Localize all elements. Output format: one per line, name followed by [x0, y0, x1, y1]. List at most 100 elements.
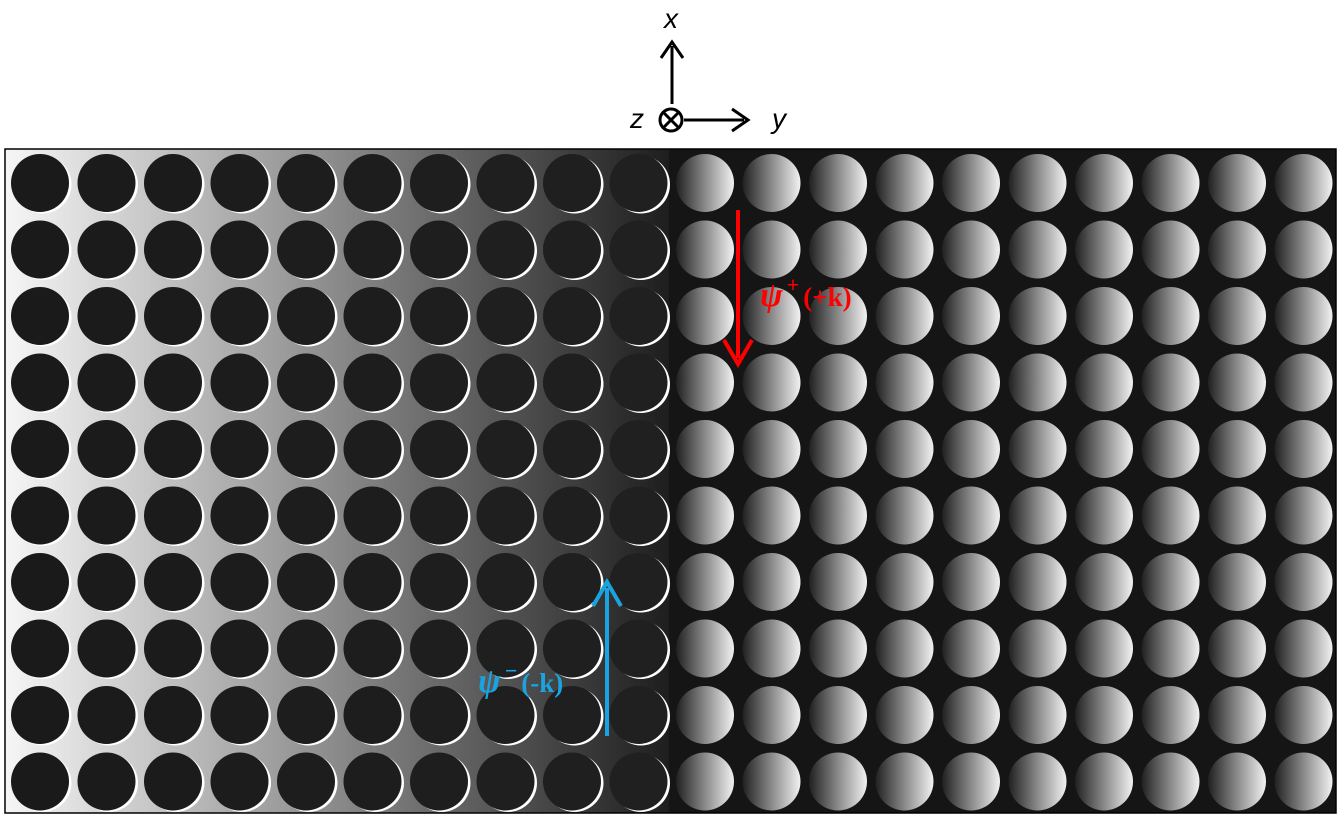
air-hole-right	[942, 619, 1000, 678]
air-hole-right	[1075, 420, 1133, 478]
forward-mode-wavevector: (+k)	[803, 282, 851, 312]
air-hole-left	[609, 486, 670, 546]
air-hole-left	[11, 287, 72, 347]
air-hole-right	[942, 220, 1000, 279]
air-hole-right	[809, 752, 867, 811]
air-hole-left	[77, 553, 138, 613]
air-hole-right	[742, 420, 801, 478]
air-hole-left	[11, 752, 72, 812]
air-hole-right	[1008, 154, 1067, 212]
air-hole-left	[144, 154, 205, 214]
z-axis-label: z	[629, 103, 644, 134]
air-hole-right	[1075, 220, 1133, 279]
air-hole-left	[543, 420, 604, 480]
air-hole-right	[942, 752, 1000, 811]
air-hole-right	[942, 486, 1000, 545]
air-hole-right	[1141, 752, 1200, 811]
air-hole-right	[875, 420, 934, 478]
air-hole-right	[1274, 287, 1333, 345]
air-hole-left	[210, 220, 271, 280]
air-hole-right	[875, 553, 934, 611]
air-hole-left	[210, 420, 271, 480]
air-hole-left	[210, 486, 271, 546]
air-hole-left	[343, 553, 404, 613]
air-hole-right	[676, 287, 734, 345]
air-hole-right	[1075, 619, 1133, 678]
forward-mode-label: ψ + (+k)	[760, 272, 852, 314]
air-hole-left	[77, 353, 138, 413]
air-hole-left	[476, 553, 537, 613]
air-hole-right	[1008, 686, 1067, 744]
air-hole-left	[410, 486, 471, 546]
backward-mode-wavevector: (-k)	[521, 668, 563, 698]
air-hole-right	[1008, 752, 1067, 811]
air-hole-left	[343, 752, 404, 812]
air-hole-left	[11, 486, 72, 546]
air-hole-left	[11, 154, 72, 214]
air-hole-right	[1208, 553, 1266, 611]
air-hole-right	[742, 353, 801, 412]
air-hole-right	[742, 220, 801, 279]
air-hole-left	[609, 619, 670, 679]
air-hole-left	[277, 553, 338, 613]
air-hole-right	[875, 486, 934, 545]
air-hole-left	[77, 287, 138, 347]
air-hole-left	[543, 553, 604, 613]
air-hole-right	[1141, 486, 1200, 545]
air-hole-right	[1274, 486, 1333, 545]
air-hole-left	[476, 486, 537, 546]
air-hole-left	[543, 353, 604, 413]
air-hole-left	[144, 619, 205, 679]
air-hole-right	[1075, 154, 1133, 212]
air-hole-right	[742, 287, 801, 345]
air-hole-right	[875, 353, 934, 412]
air-hole-left	[277, 752, 338, 812]
air-hole-left	[144, 486, 205, 546]
air-hole-right	[676, 686, 734, 744]
air-hole-left	[543, 287, 604, 347]
air-hole-right	[742, 619, 801, 678]
air-hole-right	[676, 619, 734, 678]
air-hole-right	[1075, 752, 1133, 811]
air-hole-left	[277, 619, 338, 679]
air-hole-left	[210, 752, 271, 812]
air-hole-left	[410, 752, 471, 812]
backward-mode: ψ − (-k)	[478, 578, 623, 736]
air-hole-left	[609, 353, 670, 413]
backward-mode-superscript: −	[505, 658, 518, 683]
air-hole-left	[543, 486, 604, 546]
air-hole-right	[1208, 619, 1266, 678]
y-axis-label: y	[770, 103, 788, 134]
air-hole-left	[210, 287, 271, 347]
air-hole-left	[277, 420, 338, 480]
air-hole-right	[1208, 486, 1266, 545]
air-hole-right	[875, 686, 934, 744]
air-hole-right	[742, 686, 801, 744]
air-hole-left	[476, 154, 537, 214]
air-hole-left	[476, 287, 537, 347]
air-hole-left	[144, 752, 205, 812]
air-hole-right	[875, 287, 934, 345]
air-hole-left	[410, 353, 471, 413]
air-hole-left	[277, 353, 338, 413]
air-hole-left	[343, 420, 404, 480]
air-hole-left	[609, 287, 670, 347]
air-hole-left	[543, 619, 604, 679]
air-hole-right	[1208, 220, 1266, 279]
air-hole-right	[676, 353, 734, 412]
air-hole-left	[410, 619, 471, 679]
air-hole-right	[809, 553, 867, 611]
air-hole-right	[1274, 420, 1333, 478]
air-hole-left	[11, 220, 72, 280]
air-hole-right	[875, 220, 934, 279]
air-hole-right	[742, 752, 801, 811]
air-hole-right	[676, 420, 734, 478]
air-hole-left	[277, 154, 338, 214]
air-hole-right	[1075, 486, 1133, 545]
air-hole-left	[144, 220, 205, 280]
air-hole-right	[1075, 353, 1133, 412]
air-hole-right	[1008, 420, 1067, 478]
air-hole-left	[410, 220, 471, 280]
air-hole-right	[809, 353, 867, 412]
air-hole-left	[609, 686, 670, 746]
